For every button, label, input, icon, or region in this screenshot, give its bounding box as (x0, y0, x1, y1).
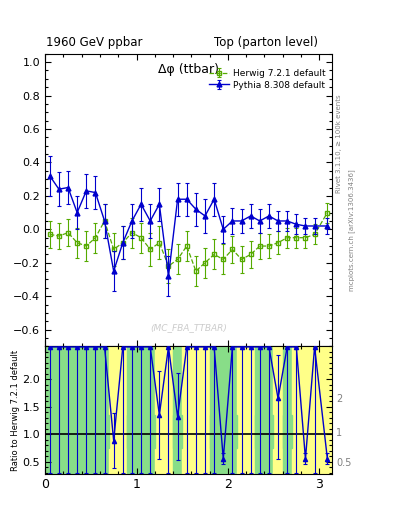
Bar (73, 347, 82, 474)
Bar (219, 347, 228, 474)
Bar (228, 347, 237, 474)
Bar (200, 347, 209, 474)
Legend: Herwig 7.2.1 default, Pythia 8.308 default: Herwig 7.2.1 default, Pythia 8.308 defau… (207, 67, 328, 91)
Bar (155, 347, 164, 474)
Bar (209, 415, 237, 448)
Bar (255, 347, 264, 474)
Bar (146, 347, 155, 474)
Bar (91, 347, 100, 474)
Bar (82, 347, 91, 474)
Bar (173, 347, 182, 474)
Bar (237, 347, 246, 474)
Bar (54, 347, 63, 474)
Text: 1960 GeV ppbar: 1960 GeV ppbar (46, 36, 142, 49)
Bar (63, 347, 73, 474)
Bar (274, 347, 283, 474)
Bar (209, 347, 219, 474)
Text: (MC_FBA_TTBAR): (MC_FBA_TTBAR) (150, 323, 227, 332)
Bar (100, 347, 109, 474)
Bar (319, 347, 332, 474)
Text: mcplots.cern.ch [arXiv:1306.3436]: mcplots.cern.ch [arXiv:1306.3436] (348, 169, 354, 291)
Text: 2: 2 (336, 394, 342, 404)
Bar (246, 347, 255, 474)
Text: Rivet 3.1.10, ≥ 100k events: Rivet 3.1.10, ≥ 100k events (336, 94, 342, 193)
Bar (136, 347, 146, 474)
Bar (109, 347, 118, 474)
Bar (264, 347, 274, 474)
Bar (255, 415, 274, 448)
Bar (127, 347, 136, 474)
Bar (301, 347, 310, 474)
Bar (283, 347, 292, 474)
Bar (118, 347, 127, 474)
Text: 0.5: 0.5 (336, 458, 351, 468)
Bar (173, 415, 182, 448)
Bar (283, 415, 292, 448)
Bar (310, 347, 319, 474)
Bar (164, 347, 173, 474)
Y-axis label: Ratio to Herwig 7.2.1 default: Ratio to Herwig 7.2.1 default (11, 349, 20, 471)
Bar (45, 415, 109, 448)
Bar (127, 415, 155, 448)
Bar (45, 347, 54, 474)
Text: Top (parton level): Top (parton level) (214, 36, 318, 49)
Bar (292, 347, 301, 474)
Bar (191, 347, 200, 474)
Text: Δφ (ttbar): Δφ (ttbar) (158, 62, 219, 76)
Bar (182, 347, 191, 474)
Text: 1: 1 (336, 428, 342, 438)
